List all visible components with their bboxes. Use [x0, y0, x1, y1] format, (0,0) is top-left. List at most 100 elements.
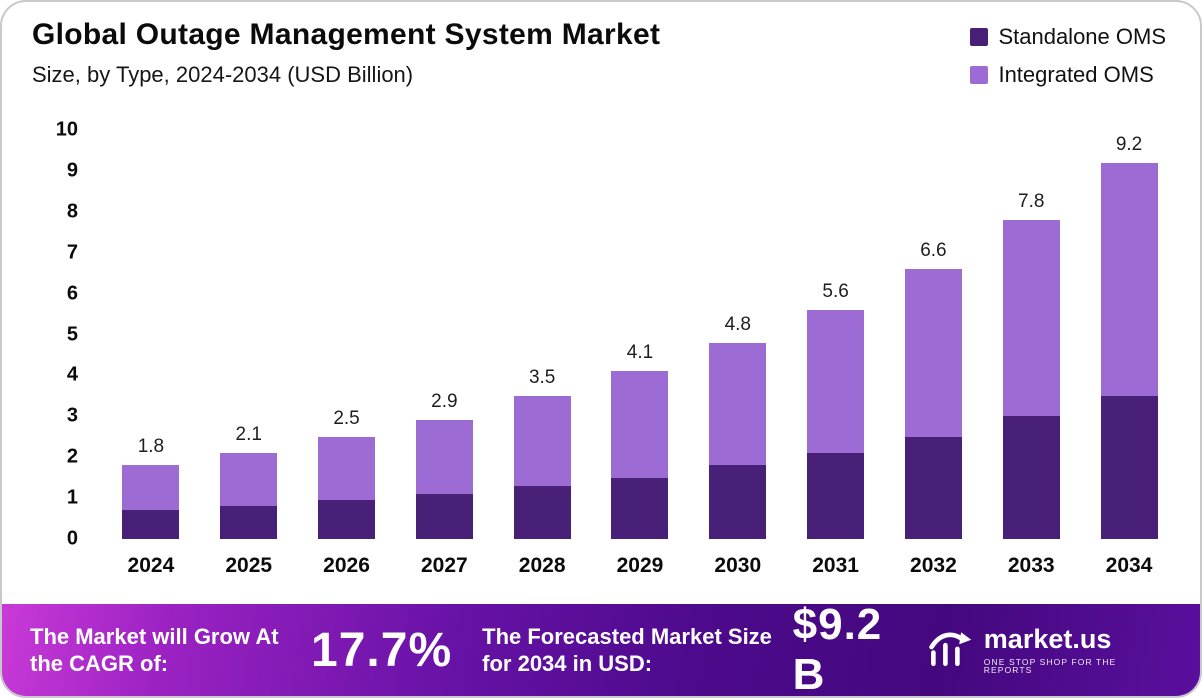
y-axis-tick: 2: [66, 445, 78, 468]
bar-stack: [1002, 220, 1060, 539]
legend-label: Standalone OMS: [998, 24, 1166, 49]
bar-slot: 3.5: [493, 130, 591, 539]
cagr-value: 17.7%: [311, 623, 453, 677]
bar-total-label: 4.1: [626, 342, 654, 364]
bar-segment-integrated-oms: [122, 465, 180, 511]
x-axis-label: 2025: [225, 554, 273, 577]
x-axis-label: 2034: [1105, 554, 1153, 577]
x-axis-label: 2027: [420, 554, 468, 577]
bar-segment-standalone-oms: [318, 500, 376, 539]
bar-slot: 5.6: [787, 130, 885, 539]
bar-segment-standalone-oms: [220, 506, 278, 539]
bar-segment-integrated-oms: [318, 436, 376, 501]
x-axis: 2024 2025 2026 2027 2028 2029 2030 2031 2032 2033…: [102, 554, 1178, 578]
legend-item-1: Integrated OMS: [970, 62, 1166, 88]
x-axis-label: 2030: [714, 554, 762, 577]
footer-banner: The Market will Grow At the CAGR of: 17.…: [2, 600, 1200, 696]
legend-swatch: [970, 66, 989, 84]
brand-lockup: market.us ONE STOP SHOP FOR THE REPORTS: [926, 623, 1164, 675]
legend-swatch: [970, 28, 989, 46]
y-axis-tick: 1: [66, 486, 78, 509]
x-axis-label: 2026: [323, 554, 370, 577]
bar-stack: [709, 342, 767, 539]
y-axis-tick: 3: [66, 404, 78, 427]
market-us-logo-icon: [926, 627, 974, 674]
bar-segment-integrated-oms: [1100, 162, 1158, 396]
bar-total-label: 4.8: [724, 313, 751, 335]
x-axis-label: 2024: [127, 554, 175, 577]
bar-total-label: 2.5: [333, 407, 360, 429]
bar-segment-standalone-oms: [611, 477, 669, 539]
x-axis-label: 2032: [910, 554, 957, 577]
bar-slot: 1.8: [102, 130, 200, 539]
bar-segment-integrated-oms: [611, 371, 669, 478]
bar-slot: 2.5: [298, 130, 396, 539]
bar-segment-integrated-oms: [807, 309, 865, 454]
x-axis-label: 2029: [616, 554, 664, 577]
forecast-label: The Forecasted Market Size for 2034 in U…: [482, 623, 772, 677]
y-axis-tick: 5: [66, 323, 78, 345]
bar-slot: 2.1: [200, 130, 298, 539]
bar-segment-standalone-oms: [709, 465, 767, 539]
bar-total-label: 2.1: [235, 424, 262, 446]
bar-segment-standalone-oms: [807, 453, 865, 539]
y-axis-tick: 0: [66, 527, 78, 550]
cagr-label: The Market will Grow At the CAGR of:: [30, 623, 279, 677]
y-axis-tick: 6: [66, 282, 78, 305]
brand-text: market.us ONE STOP SHOP FOR THE REPORTS: [983, 623, 1164, 675]
bar-total-label: 3.5: [528, 366, 556, 388]
bar-total-label: 2.9: [431, 391, 458, 413]
bar-stack: [1100, 162, 1158, 539]
y-axis-tick: 9: [66, 159, 78, 182]
bar-segment-standalone-oms: [1100, 395, 1158, 539]
bar-stack: [318, 436, 376, 539]
bar-slot: 4.1: [591, 130, 689, 539]
bar-total-label: 5.6: [822, 280, 849, 302]
bar-segment-integrated-oms: [220, 453, 278, 507]
bar-total-label: 9.2: [1115, 133, 1143, 155]
y-axis-tick: 8: [66, 200, 78, 223]
x-axis-label: 2031: [812, 554, 859, 577]
plot-area: 1.8 2.1 2.5 2.9 3.5 4.1 4.8 5.6 6.6 7.8 9.2: [102, 130, 1178, 539]
bar-segment-standalone-oms: [415, 494, 473, 539]
forecast-value: $9.2 B: [792, 600, 883, 698]
brand-tagline: ONE STOP SHOP FOR THE REPORTS: [983, 656, 1117, 675]
bar-stack: [220, 453, 278, 539]
bar-total-label: 6.6: [920, 240, 947, 262]
bar-total-label: 1.8: [137, 436, 165, 458]
y-axis-tick: 4: [66, 363, 78, 386]
bar-total-label: 7.8: [1018, 191, 1045, 212]
bar-segment-integrated-oms: [415, 420, 473, 495]
bar-segment-standalone-oms: [122, 510, 180, 539]
bar-stack: [807, 309, 865, 539]
chart-subtitle: Size, by Type, 2024-2034 (USD Billion): [32, 62, 414, 87]
y-axis: 0 1 2 3 4 5 6 7 8 9 10: [32, 119, 78, 550]
bar-segment-standalone-oms: [1002, 416, 1060, 539]
legend-label: Integrated OMS: [998, 62, 1154, 87]
bar-slot: 6.6: [885, 130, 983, 539]
bar-stack: [415, 420, 473, 539]
bar-slot: 7.8: [982, 130, 1080, 539]
bar-stack: [513, 395, 571, 539]
legend-item-0: Standalone OMS: [970, 24, 1166, 50]
bar-stack: [904, 269, 962, 539]
bar-slot: 2.9: [395, 130, 493, 539]
bar-segment-integrated-oms: [1002, 220, 1060, 417]
bar-stack: [122, 465, 180, 539]
bar-slot: 4.8: [689, 130, 787, 539]
bar-slot: 9.2: [1080, 130, 1178, 539]
chart-title: Global Outage Management System Market: [32, 18, 661, 51]
bar-stack: [611, 371, 669, 539]
bar-segment-standalone-oms: [904, 436, 962, 539]
bar-segment-integrated-oms: [904, 269, 962, 437]
bar-segment-standalone-oms: [513, 485, 571, 539]
legend: Standalone OMS Integrated OMS: [970, 24, 1166, 88]
x-axis-label: 2028: [518, 554, 566, 577]
y-axis-tick: 7: [66, 241, 78, 264]
bar-segment-integrated-oms: [513, 395, 571, 486]
brand-name: market.us: [983, 623, 1112, 654]
x-axis-label: 2033: [1007, 554, 1055, 577]
bar-segment-integrated-oms: [709, 342, 767, 466]
y-axis-tick: 10: [55, 118, 78, 141]
